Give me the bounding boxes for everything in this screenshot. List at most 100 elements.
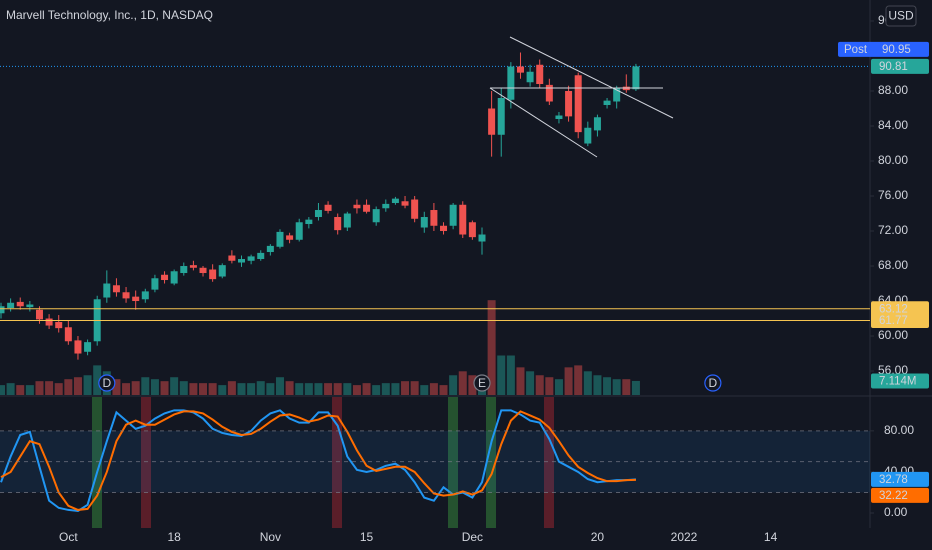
volume-bar bbox=[141, 377, 150, 395]
candle-body bbox=[228, 255, 236, 261]
candle-body bbox=[218, 265, 226, 277]
candle-body bbox=[565, 91, 573, 117]
candle-body bbox=[497, 98, 505, 135]
candle-body bbox=[324, 204, 332, 211]
volume-bar bbox=[6, 383, 15, 395]
candle-body bbox=[449, 204, 457, 226]
stochastic-bands bbox=[92, 397, 554, 528]
volume-bar bbox=[25, 385, 34, 395]
candle-body bbox=[132, 296, 140, 302]
candle-body bbox=[238, 259, 245, 263]
channel-line bbox=[489, 87, 598, 158]
candle-body bbox=[16, 301, 24, 307]
volume-bar bbox=[247, 383, 256, 395]
candle-body bbox=[632, 66, 640, 90]
candle-body bbox=[363, 204, 371, 212]
candle-body bbox=[122, 292, 130, 299]
volume-bar bbox=[150, 379, 159, 395]
volume-bar bbox=[304, 383, 313, 395]
price-tag bbox=[871, 301, 929, 317]
candle-body bbox=[411, 199, 419, 219]
price-tag bbox=[871, 487, 929, 503]
candle-body bbox=[459, 204, 467, 235]
volume-bar bbox=[179, 381, 188, 395]
volume-bar bbox=[381, 383, 390, 395]
volume-bar bbox=[208, 383, 217, 395]
candle-body bbox=[478, 234, 486, 242]
volume-bar bbox=[545, 377, 554, 395]
volume-bar bbox=[218, 385, 227, 395]
volume-bar bbox=[506, 355, 515, 395]
candle-body bbox=[84, 342, 92, 352]
volume-bar bbox=[612, 379, 621, 395]
signal-band bbox=[141, 397, 151, 528]
volume-bar bbox=[295, 383, 304, 395]
price-tag-label: 90.81 bbox=[879, 61, 908, 73]
volume-bar bbox=[237, 383, 246, 395]
candle-body bbox=[343, 213, 351, 228]
price-tag-label: 7.114M bbox=[879, 376, 917, 388]
volume-bar bbox=[391, 383, 400, 395]
volume-bar bbox=[170, 377, 179, 395]
signal-band bbox=[92, 397, 102, 528]
volume-bar bbox=[189, 383, 198, 395]
trend-drawings bbox=[489, 36, 674, 158]
volume-bar bbox=[112, 379, 121, 395]
price-tag bbox=[871, 471, 929, 487]
candle-body bbox=[7, 302, 15, 309]
volume-bar bbox=[583, 371, 592, 395]
y-tick-label: 76.00 bbox=[878, 188, 908, 202]
volume-bar bbox=[122, 383, 131, 395]
candle-body bbox=[112, 285, 120, 293]
y-tick-label: 88.00 bbox=[878, 83, 908, 97]
candle-body bbox=[430, 210, 438, 226]
volume-bar bbox=[160, 381, 169, 395]
event-marker bbox=[704, 374, 722, 392]
candle-body bbox=[103, 283, 111, 298]
post-tag-value: 90.95 bbox=[882, 44, 911, 56]
candle-body bbox=[353, 204, 361, 209]
candle-body bbox=[401, 201, 409, 206]
volume-bar bbox=[275, 377, 284, 395]
volume-bar bbox=[593, 375, 602, 395]
candle-body bbox=[45, 318, 53, 326]
volume-bar bbox=[420, 385, 429, 395]
volume-bar bbox=[372, 385, 381, 395]
event-label: D bbox=[709, 376, 718, 390]
volume-bar bbox=[352, 385, 361, 395]
candle-body bbox=[266, 245, 274, 253]
volume-bar bbox=[449, 375, 458, 395]
x-tick-label: 14 bbox=[764, 530, 778, 544]
volume-bar bbox=[35, 381, 44, 395]
event-marker bbox=[98, 374, 116, 392]
volume-bar bbox=[54, 383, 63, 395]
candle-body bbox=[391, 198, 399, 204]
channel-line bbox=[509, 36, 674, 119]
candle-body bbox=[593, 117, 601, 131]
x-tick-label: 15 bbox=[360, 530, 374, 544]
event-marker bbox=[473, 374, 491, 392]
candle-body bbox=[440, 225, 448, 232]
currency-box bbox=[885, 5, 917, 27]
stochastic-line bbox=[0, 410, 636, 511]
volume-bar bbox=[199, 383, 208, 395]
volume-bar bbox=[554, 379, 563, 395]
price-tag-label: 32.78 bbox=[879, 474, 908, 486]
currency-label: USD bbox=[888, 9, 914, 23]
volume-bar bbox=[333, 383, 342, 395]
time-axis: Oct18Nov15Dec20202214Feb bbox=[59, 530, 778, 544]
volume-bar bbox=[256, 381, 265, 395]
candle-body bbox=[180, 266, 188, 274]
signal-band bbox=[486, 397, 496, 528]
volume-bar bbox=[526, 371, 535, 395]
y-tick-label: 80.00 bbox=[884, 423, 914, 437]
candle-body bbox=[545, 84, 553, 102]
volume-bar bbox=[487, 300, 496, 395]
signal-band bbox=[332, 397, 342, 528]
price-tag bbox=[871, 58, 929, 74]
volume-bar bbox=[285, 381, 294, 395]
y-tick-label: 60.00 bbox=[878, 328, 908, 342]
volume-bar bbox=[401, 381, 410, 395]
volume-bar bbox=[93, 365, 102, 395]
candle-body bbox=[199, 267, 207, 274]
